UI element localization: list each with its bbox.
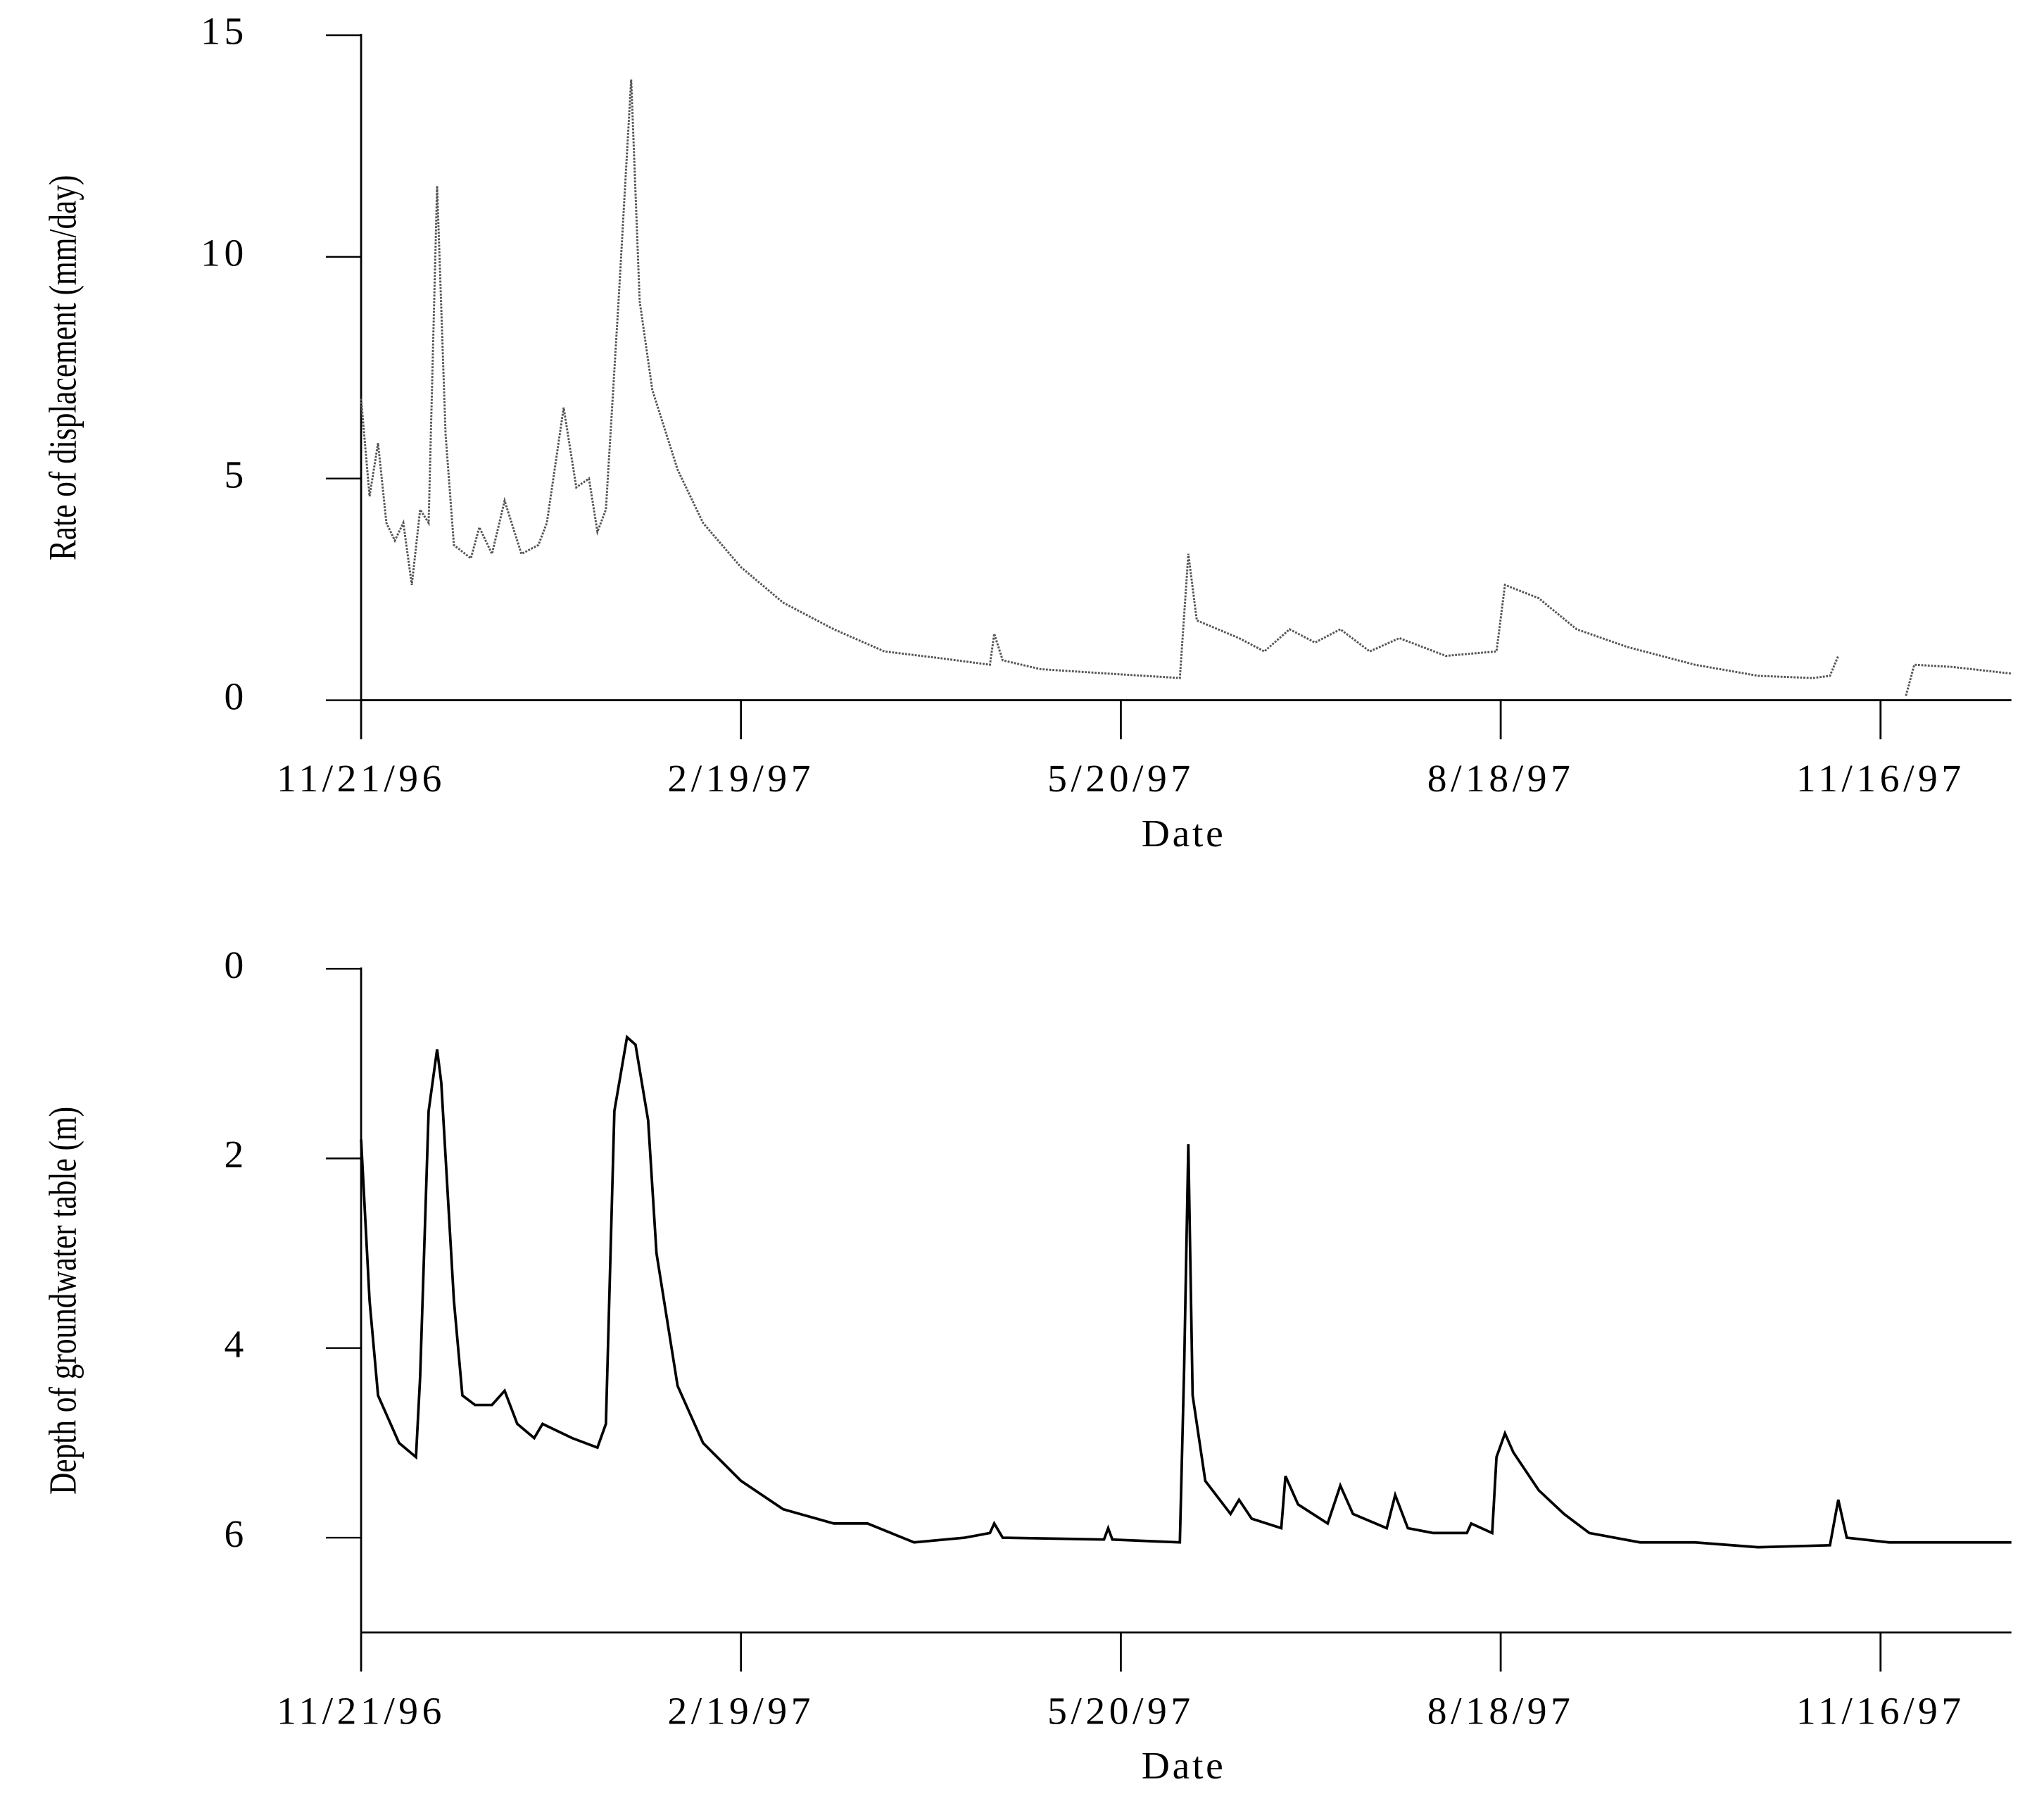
y-tick-label: 6	[225, 1512, 248, 1556]
y-tick-label: 0	[225, 943, 248, 987]
x-tick-label: 2/19/97	[667, 757, 814, 801]
y-tick-label: 5	[225, 453, 248, 496]
x-tick-label: 11/21/96	[277, 757, 446, 801]
y-axis-label: Rate of displacement (mm/day)	[41, 175, 84, 560]
x-tick-label: 11/16/97	[1796, 757, 1965, 801]
x-tick-label: 8/18/97	[1427, 757, 1575, 801]
y-tick-label: 15	[201, 10, 248, 54]
x-tick-label: 5/20/97	[1047, 757, 1194, 801]
y-tick-label: 0	[225, 674, 248, 718]
data-line	[360, 1034, 2012, 1549]
x-axis-label: Date	[1142, 812, 1226, 855]
x-tick-label: 11/21/96	[277, 1689, 446, 1733]
x-tick-label: 11/16/97	[1796, 1689, 1965, 1733]
y-tick-label: 10	[201, 232, 248, 275]
y-axis-label: Depth of groundwater table (m)	[41, 1107, 84, 1495]
y-label-group: Depth of groundwater table (m)	[41, 1107, 84, 1495]
y-label-group: Rate of displacement (mm/day)	[41, 175, 84, 560]
x-tick-label: 8/18/97	[1427, 1689, 1575, 1733]
data-line	[360, 79, 2012, 696]
x-axis-label: Date	[1142, 1744, 1226, 1788]
y-tick-label: 4	[225, 1322, 248, 1366]
x-tick-label: 2/19/97	[667, 1689, 814, 1733]
x-tick-label: 5/20/97	[1047, 1689, 1194, 1733]
y-tick-label: 2	[225, 1133, 248, 1176]
